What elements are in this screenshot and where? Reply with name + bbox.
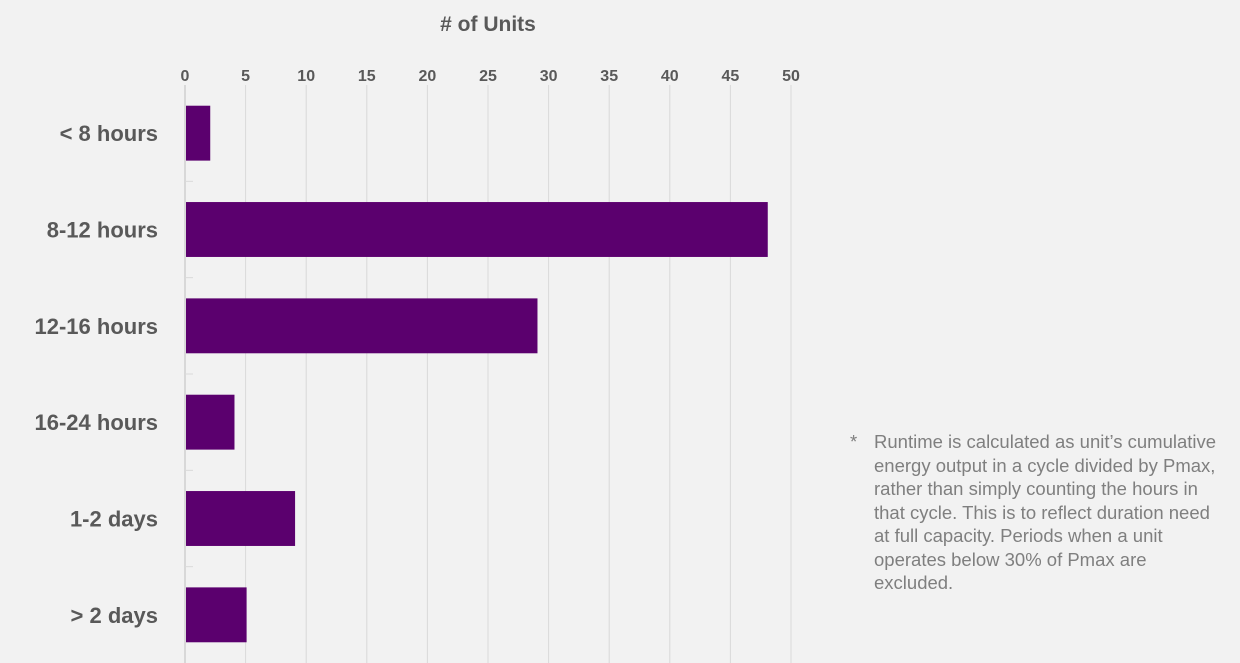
- x-tick-label: 0: [181, 68, 190, 85]
- x-tick-label: 25: [479, 68, 497, 85]
- category-label: 16-24 hours: [35, 410, 159, 435]
- x-tick-label: 10: [297, 68, 315, 85]
- x-tick-label: 30: [540, 68, 558, 85]
- x-tick-label: 45: [722, 68, 740, 85]
- category-label: 8-12 hours: [47, 218, 158, 243]
- bar-2: [186, 202, 768, 257]
- bar-1: [186, 105, 211, 161]
- x-tick-labels: 0 5 10 15 20 25 30 35 40 45 50: [181, 68, 800, 85]
- bar-3: [186, 298, 538, 354]
- bars: [186, 105, 768, 643]
- x-tick-label: 20: [419, 68, 437, 85]
- bar-6: [186, 587, 247, 643]
- x-tick-label: 15: [358, 68, 376, 85]
- category-labels: < 8 hours 8-12 hours 12-16 hours 16-24 hour…: [35, 121, 159, 628]
- category-label: 12-16 hours: [35, 314, 159, 339]
- category-label: > 2 days: [71, 603, 158, 628]
- x-tick-label: 35: [600, 68, 618, 85]
- x-tick-label: 50: [782, 68, 800, 85]
- footnote: * Runtime is calculated as unit’s cumula…: [850, 430, 1230, 595]
- footnote-marker: *: [850, 431, 858, 452]
- x-tick-label: 5: [241, 68, 250, 85]
- x-tick-label: 40: [661, 68, 679, 85]
- category-label: < 8 hours: [60, 121, 158, 146]
- x-axis-title: # of Units: [440, 13, 536, 36]
- gridlines: [184, 85, 792, 663]
- category-label: 1-2 days: [70, 507, 158, 532]
- footnote-text: Runtime is calculated as unit’s cumulati…: [874, 431, 1217, 593]
- bar-4: [186, 394, 235, 450]
- bar-5: [186, 491, 296, 546]
